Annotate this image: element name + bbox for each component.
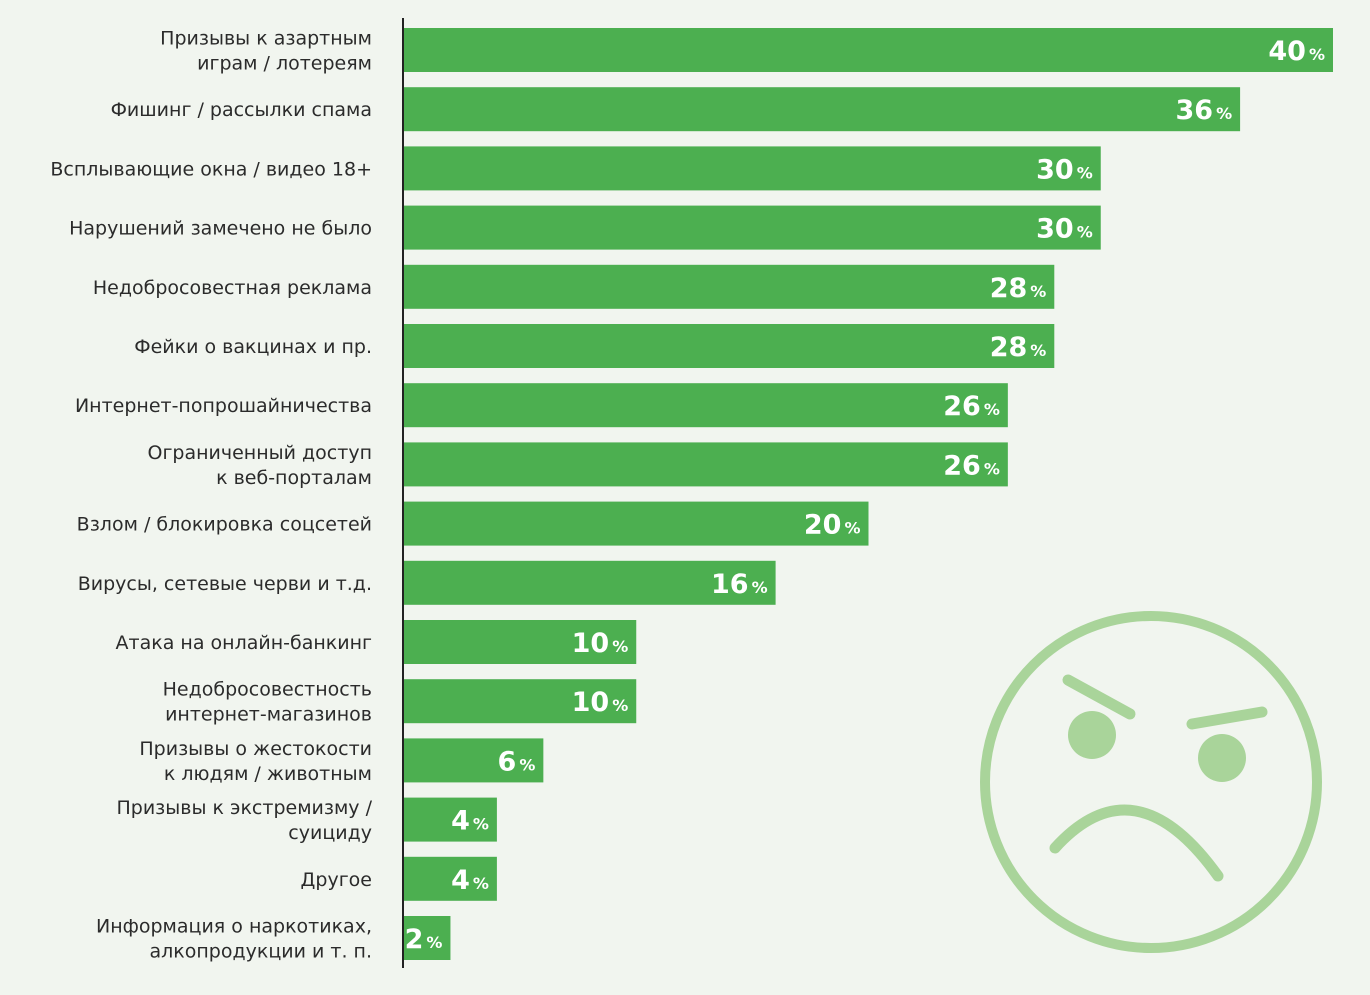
value-unit: % (473, 815, 489, 834)
bar-10 (404, 620, 637, 664)
category-label-1: Фишинг / рассылки спама (111, 99, 372, 121)
value-unit: % (426, 933, 442, 952)
value-label-0: 40% (1268, 36, 1325, 67)
category-label-15: Информация о наркотиках, алкопродукции и … (96, 916, 372, 963)
bar-14 (404, 856, 497, 901)
category-label-12: Призывы о жестокости к людям / животным (139, 738, 372, 785)
bar-9 (404, 560, 776, 605)
category-label-0: Призывы к азартным играм / лотереям (160, 28, 372, 75)
value-label-7: 26% (943, 450, 1000, 481)
value-number: 4 (451, 806, 470, 837)
value-number: 16 (711, 569, 749, 600)
category-label-11: Недобросовестность интернет-магазинов (163, 679, 372, 726)
bar-3 (404, 205, 1101, 250)
category-label-3: Нарушений замечено не было (69, 218, 372, 240)
bar-1 (404, 87, 1241, 132)
bars-layer: 40 %36 %30 %30 %28 %28 %26 %26 %20 %16 %10 %10 %6 %4%… (404, 28, 1333, 960)
category-label-10: Атака на онлайн-банкинг (116, 632, 372, 654)
value-unit: % (1077, 223, 1093, 242)
value-label-10: 10% (572, 628, 629, 659)
category-label-5: Фейки о вакцинах и пр. (134, 336, 372, 358)
bar-7 (404, 442, 1008, 487)
value-number: 26 (943, 391, 981, 422)
value-number: 40 (1268, 36, 1306, 67)
value-unit: % (844, 519, 860, 538)
value-unit: % (1309, 45, 1325, 64)
value-number: 10 (572, 687, 610, 718)
value-number: 28 (990, 273, 1028, 304)
category-label-13: Призывы к экстремизму / суициду (116, 797, 372, 844)
category-label-8: Взлом / блокировка соцсетей (77, 514, 372, 536)
value-number: 10 (572, 628, 610, 659)
angry-face-icon (980, 611, 1322, 953)
value-label-11: 10% (572, 687, 629, 718)
bar-11 (404, 679, 637, 724)
value-label-13: 4% (451, 806, 489, 837)
category-label-7: Ограниченный доступ к веб-порталам (147, 442, 372, 489)
value-unit: % (1030, 282, 1046, 301)
value-number: 2 (405, 924, 424, 955)
value-label-9: 16% (711, 569, 768, 600)
value-number: 36 (1175, 95, 1213, 126)
value-unit: % (519, 755, 535, 774)
value-number: 30 (1036, 154, 1074, 185)
value-unit: % (1077, 163, 1093, 182)
bar-2 (404, 146, 1101, 191)
bar-13 (404, 797, 497, 842)
bar-12 (404, 738, 544, 783)
value-number: 30 (1036, 214, 1074, 245)
value-unit: % (612, 696, 628, 715)
value-unit: % (752, 578, 768, 597)
bar-0 (404, 28, 1333, 72)
bar-15 (404, 916, 451, 960)
value-unit: % (984, 459, 1000, 478)
category-label-4: Недобросовестная реклама (93, 277, 372, 299)
value-number: 28 (990, 332, 1028, 363)
value-label-4: 28% (990, 273, 1047, 304)
value-number: 6 (498, 746, 517, 777)
category-label-2: Всплывающие окна / видео 18+ (50, 158, 372, 180)
value-label-2: 30% (1036, 154, 1093, 185)
value-unit: % (612, 637, 628, 656)
value-label-12: 6% (498, 746, 536, 777)
category-label-9: Вирусы, сетевые черви и т.д. (78, 573, 372, 595)
value-label-14: 4% (451, 865, 489, 896)
value-number: 20 (804, 510, 842, 541)
category-label-6: Интернет-попрошайничества (75, 395, 372, 417)
bar-5 (404, 324, 1055, 368)
value-label-8: 20% (804, 510, 861, 541)
value-number: 4 (451, 865, 470, 896)
value-unit: % (473, 874, 489, 893)
value-unit: % (984, 400, 1000, 419)
value-number: 26 (943, 450, 981, 481)
category-labels-layer: Призывы к азартным играм / лотереям Фишинг… (50, 28, 372, 963)
value-label-1: 36% (1175, 95, 1232, 126)
value-label-6: 26% (943, 391, 1000, 422)
bar-6 (404, 383, 1008, 428)
value-unit: % (1030, 341, 1046, 360)
value-label-3: 30% (1036, 214, 1093, 245)
value-unit: % (1216, 104, 1232, 123)
bar-4 (404, 264, 1055, 309)
bar-8 (404, 501, 869, 546)
value-label-15: 2% (405, 924, 443, 955)
category-label-14: Другое (301, 869, 372, 891)
value-label-5: 28% (990, 332, 1047, 363)
